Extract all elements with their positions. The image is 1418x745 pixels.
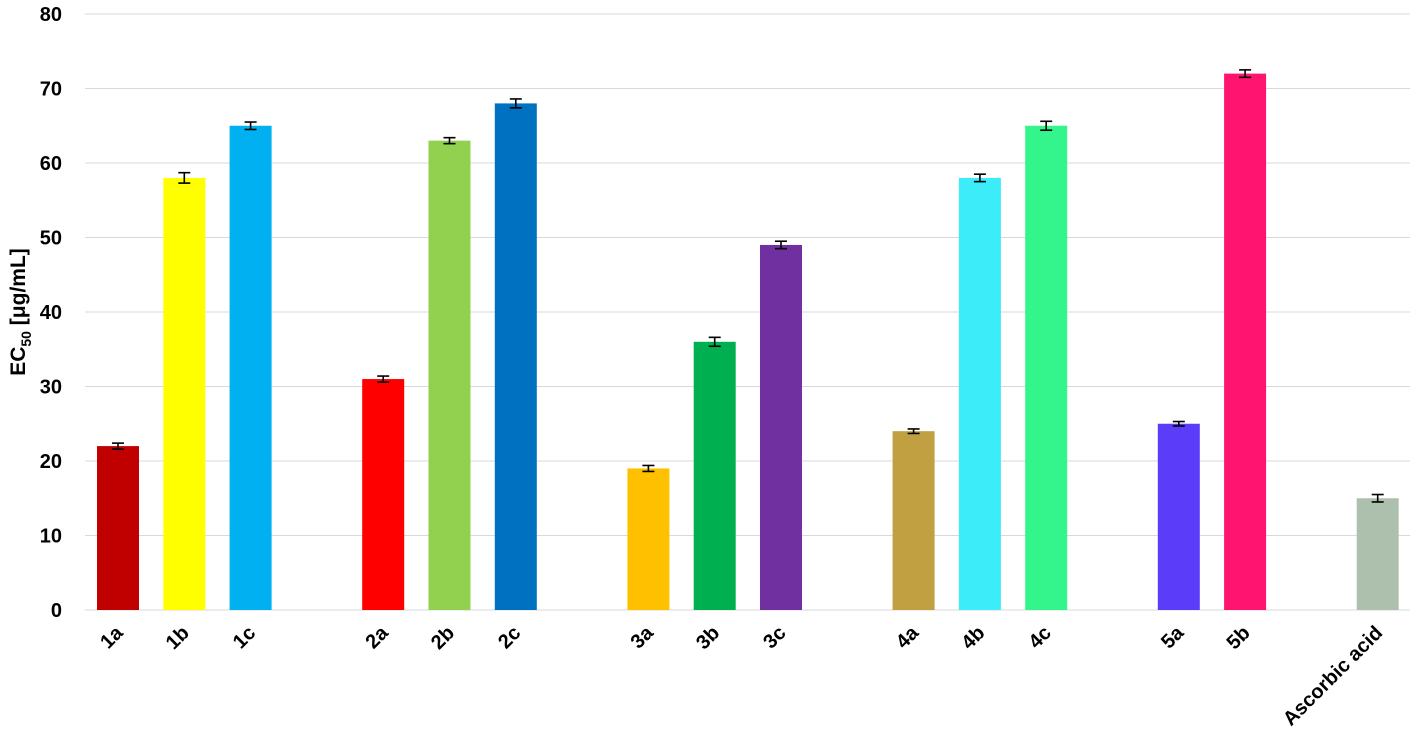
bar-2a <box>362 379 405 610</box>
y-tick-label: 20 <box>40 451 62 473</box>
bar-1a <box>97 446 139 610</box>
error-bar <box>973 173 986 183</box>
x-tick-label: 1b <box>162 622 194 654</box>
y-tick-label: 50 <box>40 228 62 250</box>
y-tick-label: 0 <box>51 600 62 622</box>
bar-4c <box>1025 125 1068 610</box>
error-bar <box>443 136 456 145</box>
error-bar <box>907 428 920 435</box>
bar-ascorbic-acid <box>1356 498 1399 610</box>
x-tick-label: 3a <box>627 621 659 653</box>
error-bars <box>112 69 1384 503</box>
y-axis-label-unit: [μg/mL] <box>7 248 30 331</box>
x-tick-label: 4a <box>892 621 924 653</box>
bar-3a <box>627 468 670 610</box>
error-bar <box>1040 120 1053 132</box>
y-tick-label: 60 <box>40 153 62 175</box>
x-tick-label: 5a <box>1157 621 1189 653</box>
error-bar <box>178 171 191 184</box>
y-axis-label-main: EC <box>7 347 30 376</box>
bar-5b <box>1224 73 1267 611</box>
bar-3c <box>760 244 802 610</box>
x-tick-label: 3c <box>759 622 790 653</box>
bar-4b <box>958 177 1001 610</box>
bar-1b <box>163 177 206 610</box>
error-bar <box>509 98 522 109</box>
y-tick-label: 70 <box>40 79 62 101</box>
x-tick-label: 2c <box>494 622 525 653</box>
bars <box>97 73 1399 611</box>
x-tick-label: Ascorbic acid <box>1279 622 1387 730</box>
y-tick-label: 40 <box>40 302 62 324</box>
y-tick-label: 30 <box>40 377 62 399</box>
x-tick-label: 1a <box>96 621 128 653</box>
gridlines <box>85 13 1410 611</box>
x-tick-label: 1c <box>229 622 260 653</box>
x-tick-label: 3b <box>692 622 724 654</box>
error-bar <box>1371 493 1384 503</box>
x-axis-labels: 1a 1b 1c 2a 2b 2c 3a 3b 3c 4a 4b 4c 5a 5b Ascorbic aci… <box>96 621 1387 730</box>
y-axis-label-subscript: 50 <box>18 331 34 347</box>
error-bar <box>112 442 124 450</box>
bar-2c <box>494 103 537 611</box>
x-tick-label: 5b <box>1223 622 1255 654</box>
error-bar <box>1172 420 1185 427</box>
bar-5a <box>1157 423 1200 610</box>
y-tick-label: 80 <box>40 4 62 26</box>
error-bar <box>377 375 390 383</box>
bar-1c <box>229 125 272 610</box>
x-tick-label: 4b <box>957 622 989 654</box>
error-bar <box>642 464 655 473</box>
bar-3b <box>693 341 736 610</box>
error-bar <box>775 240 787 250</box>
y-axis-label: EC50 [μg/mL] <box>7 248 34 376</box>
bar-4a <box>892 431 935 610</box>
error-bar <box>708 336 721 348</box>
error-bar <box>1239 69 1252 79</box>
x-tick-label: 2b <box>427 622 459 654</box>
bar-2b <box>428 140 471 610</box>
error-bar <box>244 121 257 131</box>
y-axis-ticks: 0 10 20 30 40 50 60 70 80 <box>40 4 62 622</box>
x-tick-label: 4c <box>1024 622 1055 653</box>
y-tick-label: 10 <box>40 526 62 548</box>
x-tick-label: 2a <box>361 621 393 653</box>
